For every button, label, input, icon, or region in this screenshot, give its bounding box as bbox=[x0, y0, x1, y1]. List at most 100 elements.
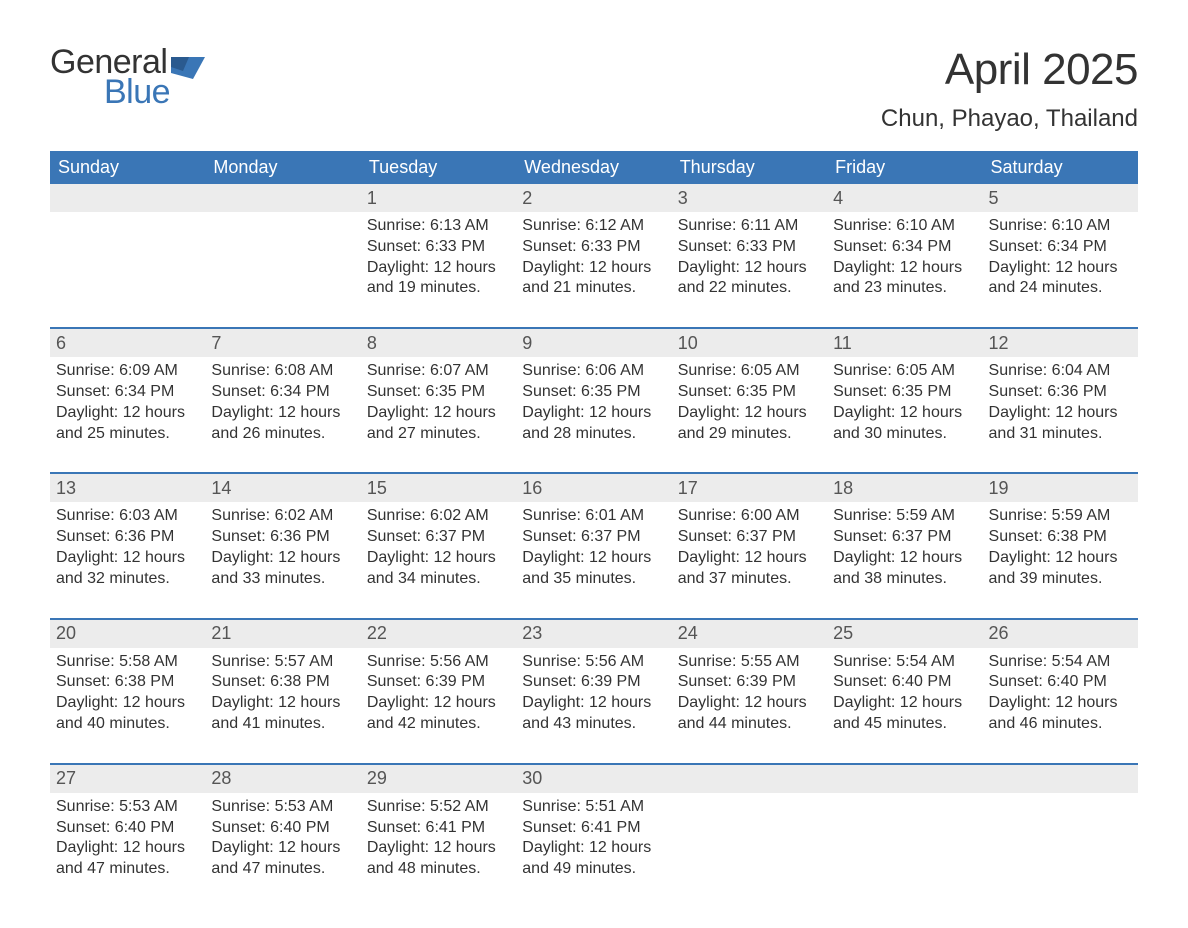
daylight-text: Daylight: 12 hours bbox=[678, 403, 821, 424]
day-number-cell: 30 bbox=[516, 765, 671, 793]
sunset-text: Sunset: 6:40 PM bbox=[211, 818, 354, 839]
daylight-text: Daylight: 12 hours bbox=[367, 548, 510, 569]
sunset-text: Sunset: 6:40 PM bbox=[56, 818, 199, 839]
weekday-header-row: Sunday Monday Tuesday Wednesday Thursday… bbox=[50, 151, 1138, 184]
daylight-text: Daylight: 12 hours bbox=[367, 693, 510, 714]
sunset-text: Sunset: 6:37 PM bbox=[678, 527, 821, 548]
sunset-text: Sunset: 6:39 PM bbox=[522, 672, 665, 693]
calendar-table: Sunday Monday Tuesday Wednesday Thursday… bbox=[50, 151, 1138, 888]
sunrise-text: Sunrise: 6:01 AM bbox=[522, 506, 665, 527]
day-number-cell: 3 bbox=[672, 184, 827, 212]
sunset-text: Sunset: 6:38 PM bbox=[56, 672, 199, 693]
sunset-text: Sunset: 6:39 PM bbox=[367, 672, 510, 693]
daylight-text-2: and 48 minutes. bbox=[367, 859, 510, 880]
day-number-cell: 11 bbox=[827, 329, 982, 357]
location-subtitle: Chun, Phayao, Thailand bbox=[881, 105, 1138, 133]
day-number-cell: 22 bbox=[361, 620, 516, 648]
daylight-text-2: and 33 minutes. bbox=[211, 569, 354, 590]
day-data-cell: Sunrise: 6:13 AMSunset: 6:33 PMDaylight:… bbox=[361, 212, 516, 328]
sunset-text: Sunset: 6:38 PM bbox=[211, 672, 354, 693]
daylight-text: Daylight: 12 hours bbox=[833, 403, 976, 424]
day-data-cell: Sunrise: 6:11 AMSunset: 6:33 PMDaylight:… bbox=[672, 212, 827, 328]
day-number-cell: 17 bbox=[672, 474, 827, 502]
daylight-text: Daylight: 12 hours bbox=[989, 548, 1132, 569]
daylight-text: Daylight: 12 hours bbox=[678, 693, 821, 714]
sunset-text: Sunset: 6:35 PM bbox=[833, 382, 976, 403]
sunrise-text: Sunrise: 5:58 AM bbox=[56, 652, 199, 673]
daynum-row: 12345 bbox=[50, 184, 1138, 212]
daylight-text-2: and 35 minutes. bbox=[522, 569, 665, 590]
daylight-text: Daylight: 12 hours bbox=[367, 838, 510, 859]
day-number-cell: 18 bbox=[827, 474, 982, 502]
sunset-text: Sunset: 6:37 PM bbox=[367, 527, 510, 548]
daylight-text-2: and 46 minutes. bbox=[989, 714, 1132, 735]
daylight-text-2: and 40 minutes. bbox=[56, 714, 199, 735]
sunset-text: Sunset: 6:37 PM bbox=[522, 527, 665, 548]
sunset-text: Sunset: 6:33 PM bbox=[678, 237, 821, 258]
sunrise-text: Sunrise: 6:08 AM bbox=[211, 361, 354, 382]
daylight-text-2: and 32 minutes. bbox=[56, 569, 199, 590]
day-number-cell: 9 bbox=[516, 329, 671, 357]
daylight-text: Daylight: 12 hours bbox=[833, 548, 976, 569]
daylight-text: Daylight: 12 hours bbox=[678, 258, 821, 279]
sunrise-text: Sunrise: 6:13 AM bbox=[367, 216, 510, 237]
sunset-text: Sunset: 6:41 PM bbox=[522, 818, 665, 839]
sunrise-text: Sunrise: 6:07 AM bbox=[367, 361, 510, 382]
sunset-text: Sunset: 6:35 PM bbox=[678, 382, 821, 403]
day-number-cell: 2 bbox=[516, 184, 671, 212]
day-data-cell: Sunrise: 6:03 AMSunset: 6:36 PMDaylight:… bbox=[50, 502, 205, 618]
daylight-text: Daylight: 12 hours bbox=[989, 258, 1132, 279]
weekday-header: Monday bbox=[205, 151, 360, 184]
day-data-cell: Sunrise: 6:01 AMSunset: 6:37 PMDaylight:… bbox=[516, 502, 671, 618]
month-title: April 2025 bbox=[881, 45, 1138, 95]
day-number-cell: 29 bbox=[361, 765, 516, 793]
day-number-cell bbox=[205, 184, 360, 212]
sunrise-text: Sunrise: 5:54 AM bbox=[989, 652, 1132, 673]
daylight-text: Daylight: 12 hours bbox=[367, 403, 510, 424]
sunrise-text: Sunrise: 5:59 AM bbox=[833, 506, 976, 527]
day-data-cell: Sunrise: 5:51 AMSunset: 6:41 PMDaylight:… bbox=[516, 793, 671, 888]
day-data-cell: Sunrise: 5:53 AMSunset: 6:40 PMDaylight:… bbox=[205, 793, 360, 888]
day-data-cell: Sunrise: 6:07 AMSunset: 6:35 PMDaylight:… bbox=[361, 357, 516, 473]
daynum-row: 27282930 bbox=[50, 765, 1138, 793]
day-data-cell: Sunrise: 6:08 AMSunset: 6:34 PMDaylight:… bbox=[205, 357, 360, 473]
daylight-text-2: and 45 minutes. bbox=[833, 714, 976, 735]
sunrise-text: Sunrise: 6:11 AM bbox=[678, 216, 821, 237]
daydata-row: Sunrise: 5:58 AMSunset: 6:38 PMDaylight:… bbox=[50, 648, 1138, 764]
page-header: General Blue April 2025 Chun, Phayao, Th… bbox=[50, 45, 1138, 133]
daylight-text-2: and 22 minutes. bbox=[678, 278, 821, 299]
daylight-text-2: and 21 minutes. bbox=[522, 278, 665, 299]
daylight-text: Daylight: 12 hours bbox=[211, 403, 354, 424]
daylight-text-2: and 37 minutes. bbox=[678, 569, 821, 590]
day-data-cell bbox=[672, 793, 827, 888]
daylight-text-2: and 47 minutes. bbox=[211, 859, 354, 880]
day-number-cell: 10 bbox=[672, 329, 827, 357]
day-number-cell: 26 bbox=[983, 620, 1138, 648]
sunrise-text: Sunrise: 6:05 AM bbox=[833, 361, 976, 382]
daylight-text: Daylight: 12 hours bbox=[56, 548, 199, 569]
sunset-text: Sunset: 6:35 PM bbox=[522, 382, 665, 403]
daylight-text: Daylight: 12 hours bbox=[56, 693, 199, 714]
sunset-text: Sunset: 6:39 PM bbox=[678, 672, 821, 693]
day-data-cell: Sunrise: 5:56 AMSunset: 6:39 PMDaylight:… bbox=[516, 648, 671, 764]
sunset-text: Sunset: 6:41 PM bbox=[367, 818, 510, 839]
day-number-cell: 28 bbox=[205, 765, 360, 793]
sunset-text: Sunset: 6:40 PM bbox=[833, 672, 976, 693]
day-data-cell bbox=[50, 212, 205, 328]
sunset-text: Sunset: 6:33 PM bbox=[367, 237, 510, 258]
sunrise-text: Sunrise: 5:51 AM bbox=[522, 797, 665, 818]
daylight-text: Daylight: 12 hours bbox=[522, 548, 665, 569]
daylight-text-2: and 26 minutes. bbox=[211, 424, 354, 445]
sunset-text: Sunset: 6:36 PM bbox=[56, 527, 199, 548]
day-number-cell: 19 bbox=[983, 474, 1138, 502]
day-data-cell: Sunrise: 6:05 AMSunset: 6:35 PMDaylight:… bbox=[827, 357, 982, 473]
sunset-text: Sunset: 6:37 PM bbox=[833, 527, 976, 548]
weekday-header: Thursday bbox=[672, 151, 827, 184]
daylight-text-2: and 29 minutes. bbox=[678, 424, 821, 445]
daylight-text-2: and 34 minutes. bbox=[367, 569, 510, 590]
day-data-cell: Sunrise: 6:06 AMSunset: 6:35 PMDaylight:… bbox=[516, 357, 671, 473]
daylight-text-2: and 25 minutes. bbox=[56, 424, 199, 445]
sunrise-text: Sunrise: 5:53 AM bbox=[211, 797, 354, 818]
logo-text-bottom: Blue bbox=[104, 75, 205, 109]
sunrise-text: Sunrise: 6:06 AM bbox=[522, 361, 665, 382]
